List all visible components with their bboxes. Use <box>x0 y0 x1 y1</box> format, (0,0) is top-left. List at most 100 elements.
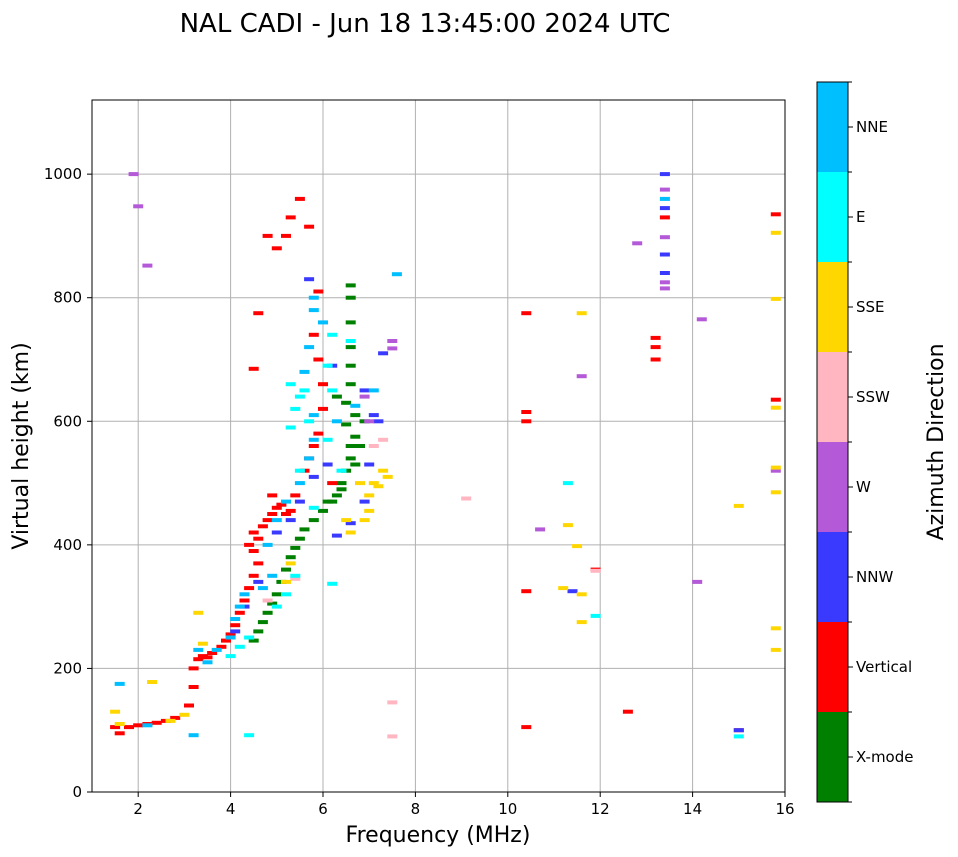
colorbar-tick-label: SSW <box>856 388 890 406</box>
data-point-nnw <box>733 728 744 733</box>
x-tick-label: 16 <box>775 800 794 818</box>
data-point-vertical <box>170 715 181 720</box>
data-point-sse <box>770 626 781 631</box>
data-point-nne <box>114 681 125 686</box>
data-point-nnw <box>378 351 389 356</box>
data-point-nne <box>299 369 310 374</box>
data-point-w <box>632 241 643 246</box>
data-point-w <box>692 579 703 584</box>
data-point-w <box>387 346 398 351</box>
colorbar-tick-label: NNE <box>856 118 888 136</box>
data-point-e <box>327 332 338 337</box>
data-point-w <box>387 339 398 343</box>
data-point-vertical <box>248 530 259 535</box>
data-point-vertical <box>253 311 264 316</box>
y-tick-label: 1000 <box>44 165 82 183</box>
colorbar-tick-label: E <box>856 208 865 226</box>
data-point-nne <box>368 388 379 393</box>
data-point-sse <box>558 586 569 591</box>
data-point-vertical <box>281 512 291 516</box>
data-point-nnw <box>659 252 670 257</box>
data-point-nnw <box>345 521 356 526</box>
data-point-nnw <box>567 589 578 594</box>
data-point-e <box>285 382 296 387</box>
data-point-vertical <box>253 561 264 566</box>
data-point-vertical <box>313 357 324 362</box>
data-point-nnw <box>659 172 670 177</box>
data-point-x-mode <box>355 444 365 448</box>
data-point-sse <box>572 544 583 549</box>
data-point-vertical <box>308 332 319 337</box>
data-point-sse <box>770 490 781 495</box>
data-point-nne <box>202 660 213 665</box>
y-tick-label: 800 <box>53 289 82 307</box>
data-point-nne <box>659 196 670 201</box>
data-point-vertical <box>248 366 259 371</box>
x-tick-label: 10 <box>498 800 517 818</box>
data-point-ssw <box>590 568 601 573</box>
data-point-sse <box>576 620 587 625</box>
data-point-sse <box>770 296 781 301</box>
data-point-x-mode <box>290 545 301 550</box>
data-point-x-mode <box>271 592 282 597</box>
data-point-vertical <box>521 410 532 414</box>
data-point-ssw <box>461 496 472 501</box>
data-point-ssw <box>387 700 398 705</box>
data-point-vertical <box>124 725 134 730</box>
data-point-e <box>299 388 310 393</box>
colorbar-swatch-nne <box>817 82 848 172</box>
data-point-sse <box>770 647 781 652</box>
data-point-sse <box>562 523 573 528</box>
data-point-vertical <box>271 505 282 510</box>
data-point-vertical <box>221 638 231 643</box>
data-point-vertical <box>659 215 670 220</box>
data-point-e <box>244 635 255 640</box>
data-point-x-mode <box>257 620 268 625</box>
data-point-nne <box>281 499 291 504</box>
data-point-nnw <box>364 462 375 467</box>
data-point-vertical <box>267 512 278 516</box>
data-point-x-mode <box>331 493 342 498</box>
data-point-sse <box>114 722 125 726</box>
colorbar-swatch-w <box>817 442 848 532</box>
data-point-w <box>659 286 670 291</box>
data-point-vertical <box>294 196 305 201</box>
data-point-vertical <box>318 406 328 411</box>
colorbar-tick-label: W <box>856 478 871 496</box>
data-point-sse <box>373 484 384 489</box>
data-point-vertical <box>521 589 532 594</box>
data-point-x-mode <box>350 462 361 467</box>
data-points <box>110 172 781 739</box>
data-point-vertical <box>770 397 781 402</box>
data-point-vertical <box>188 685 199 689</box>
data-point-sse <box>733 503 744 508</box>
x-tick-label: 12 <box>591 800 610 818</box>
data-point-sse <box>179 712 190 717</box>
data-point-nne <box>331 419 342 424</box>
data-point-e <box>285 425 296 430</box>
data-point-vertical <box>262 233 273 238</box>
data-point-sse <box>770 465 781 470</box>
data-point-vertical <box>114 731 125 736</box>
data-point-nne <box>308 308 319 313</box>
x-tick-label: 8 <box>411 800 421 818</box>
x-axis-label: Frequency (MHz) <box>346 823 531 848</box>
data-point-nnw <box>294 499 305 504</box>
data-point-vertical <box>285 508 296 513</box>
x-axis-ticks: 2 4 6 8 10 12 14 16 <box>133 792 795 818</box>
data-point-nne <box>304 345 315 350</box>
data-point-vertical <box>770 212 781 217</box>
data-point-sse <box>193 610 204 615</box>
data-point-e <box>290 406 301 411</box>
data-point-ssw <box>262 598 273 603</box>
data-point-nne <box>318 320 328 325</box>
data-point-nnw <box>659 206 670 211</box>
data-point-nne <box>225 635 236 640</box>
data-point-nne <box>271 518 282 523</box>
data-point-x-mode <box>336 487 347 492</box>
data-point-sse <box>359 518 370 523</box>
data-point-sse <box>165 718 176 723</box>
data-point-w <box>696 317 707 322</box>
data-point-sse <box>770 405 781 410</box>
data-point-w <box>535 527 546 532</box>
